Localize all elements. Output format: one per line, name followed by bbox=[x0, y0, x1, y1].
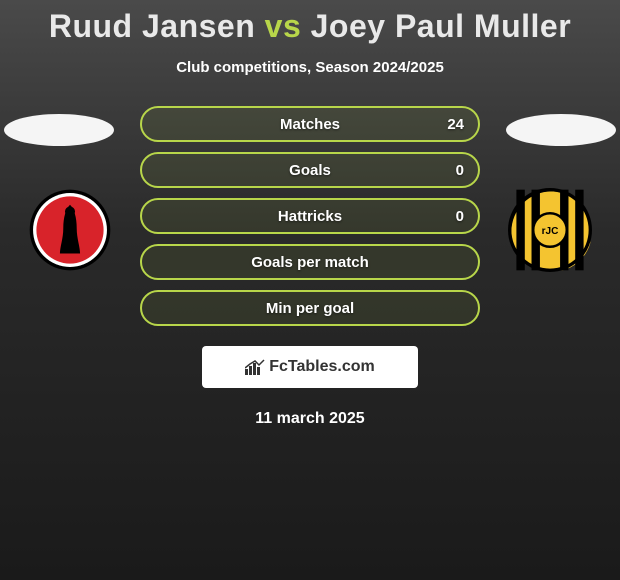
stat-right-value: 24 bbox=[447, 116, 464, 133]
svg-text:rJC: rJC bbox=[542, 226, 559, 237]
stat-right-value: 0 bbox=[456, 162, 464, 179]
comparison-panel: rJC Matches 24 Goals 0 Hattricks 0 Goals… bbox=[0, 106, 620, 336]
stats-list: Matches 24 Goals 0 Hattricks 0 Goals per… bbox=[140, 106, 480, 336]
brand-badge: FcTables.com bbox=[202, 346, 418, 388]
stat-label: Hattricks bbox=[278, 208, 342, 225]
stat-row-matches: Matches 24 bbox=[140, 106, 480, 142]
comparison-title: Ruud Jansen vs Joey Paul Muller bbox=[0, 0, 620, 45]
player1-photo-placeholder bbox=[4, 114, 114, 146]
subtitle: Club competitions, Season 2024/2025 bbox=[0, 59, 620, 76]
player1-name: Ruud Jansen bbox=[49, 8, 255, 44]
stat-row-goals: Goals 0 bbox=[140, 152, 480, 188]
vs-text: vs bbox=[265, 8, 302, 44]
stat-label: Min per goal bbox=[266, 300, 354, 317]
player2-name: Joey Paul Muller bbox=[311, 8, 572, 44]
helmond-sport-badge bbox=[20, 188, 120, 272]
stat-row-hattricks: Hattricks 0 bbox=[140, 198, 480, 234]
player2-photo-placeholder bbox=[506, 114, 616, 146]
stat-row-min-per-goal: Min per goal bbox=[140, 290, 480, 326]
stat-right-value: 0 bbox=[456, 208, 464, 225]
chart-icon bbox=[245, 359, 265, 375]
brand-text: FcTables.com bbox=[269, 358, 375, 376]
roda-jc-badge: rJC bbox=[500, 188, 600, 272]
stat-label: Goals per match bbox=[251, 254, 369, 271]
footer-date: 11 march 2025 bbox=[0, 410, 620, 428]
stat-row-goals-per-match: Goals per match bbox=[140, 244, 480, 280]
stat-label: Matches bbox=[280, 116, 340, 133]
stat-label: Goals bbox=[289, 162, 331, 179]
